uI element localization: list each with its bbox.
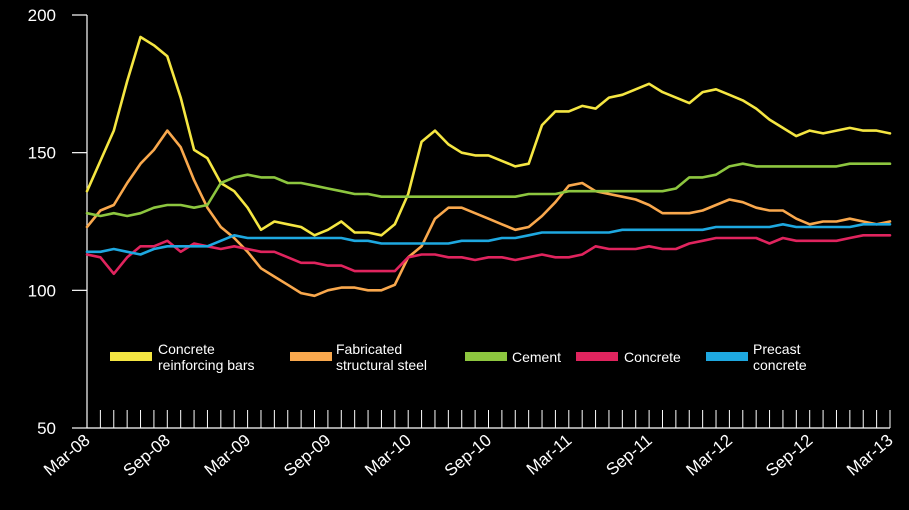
legend-label-concrete-reinforcing-bars-line2: reinforcing bars: [158, 357, 255, 373]
x-tick-label-sep-08: Sep-08: [120, 431, 174, 481]
x-tick-label-mar-12: Mar-12: [682, 431, 735, 480]
x-tick-label-mar-13: Mar-13: [843, 431, 896, 480]
legend-swatch-cement: [465, 352, 507, 361]
legend-label-precast-concrete-line2: concrete: [753, 357, 807, 373]
x-tick-label-sep-11: Sep-11: [602, 431, 655, 480]
x-tick-label-sep-12: Sep-12: [762, 431, 816, 481]
x-tick-label-mar-09: Mar-09: [201, 431, 254, 480]
series-line-concrete: [85, 234, 892, 276]
y-tick-label-200: 200: [28, 6, 56, 25]
legend-swatch-fabricated-structural-steel: [290, 352, 332, 361]
legend-item-precast-concrete: Precast concrete: [706, 341, 807, 373]
x-tick-label-sep-10: Sep-10: [441, 431, 495, 481]
y-tick-label-50: 50: [37, 419, 56, 438]
legend-label-cement: Cement: [512, 349, 561, 365]
x-tick-label-mar-10: Mar-10: [361, 431, 414, 480]
legend-swatch-precast-concrete: [706, 352, 748, 361]
y-tick-label-150: 150: [28, 144, 56, 163]
legend-label-concrete: Concrete: [624, 349, 681, 365]
legend-swatch-concrete-reinforcing-bars: [110, 352, 152, 361]
series-line-fabricated-structural-steel: [85, 129, 892, 298]
series-lines: [85, 35, 892, 298]
legend-item-concrete: Concrete: [576, 349, 681, 365]
legend-item-concrete-reinforcing-bars: Concrete reinforcing bars: [110, 341, 255, 373]
x-tick-label-sep-09: Sep-09: [280, 431, 334, 481]
legend-label-concrete-reinforcing-bars-line1: Concrete: [158, 341, 215, 357]
legend-swatch-concrete: [576, 352, 618, 361]
legend-label-fabricated-structural-steel-line2: structural steel: [336, 357, 427, 373]
chart-legend: Concrete reinforcing bars Fabricated str…: [110, 341, 807, 373]
legend-item-fabricated-structural-steel: Fabricated structural steel: [290, 341, 427, 373]
legend-label-fabricated-structural-steel-line1: Fabricated: [336, 341, 402, 357]
series-line-precast-concrete: [85, 223, 892, 256]
legend-item-cement: Cement: [465, 349, 561, 365]
y-tick-label-100: 100: [28, 281, 56, 300]
series-line-cement: [85, 162, 892, 218]
x-tick-label-mar-11: Mar-11: [523, 431, 576, 479]
legend-label-precast-concrete-line1: Precast: [753, 341, 801, 357]
